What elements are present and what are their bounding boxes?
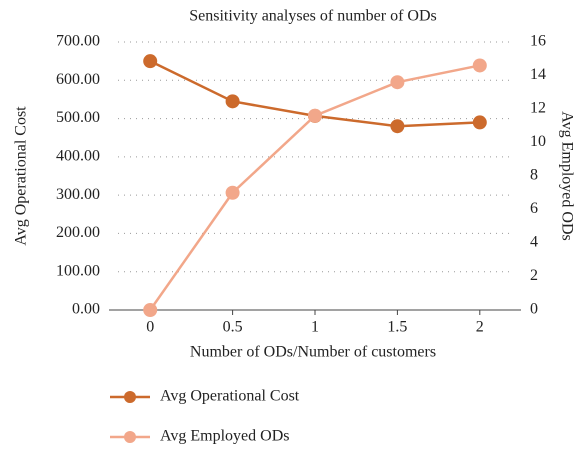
y-tick-label: 500.00 xyxy=(56,109,100,126)
y2-tick-label: 12 xyxy=(530,100,546,117)
data-point xyxy=(143,303,158,317)
x-tick-label: 1.5 xyxy=(387,319,407,336)
y2-tick-label: 6 xyxy=(530,200,538,217)
data-point xyxy=(472,115,487,130)
y-tick-label: 0.00 xyxy=(72,301,100,318)
y-tick-label: 300.00 xyxy=(56,186,100,203)
chart-title: Sensitivity analyses of number of ODs xyxy=(189,8,437,25)
data-point xyxy=(472,58,487,73)
data-point xyxy=(143,54,158,69)
y2-tick-label: 16 xyxy=(530,33,546,50)
y-tick-label: 700.00 xyxy=(56,33,100,50)
data-point xyxy=(390,119,405,134)
y2-tick-label: 0 xyxy=(530,301,538,318)
y2-tick-label: 2 xyxy=(530,267,538,284)
series-line xyxy=(149,64,481,311)
x-tick-label: 2 xyxy=(476,319,484,336)
x-tick-label: 0.5 xyxy=(223,319,243,336)
y2-tick-label: 8 xyxy=(530,167,538,184)
y-axis-title: Avg Operational Cost xyxy=(13,106,30,246)
legend-label: Avg Operational Cost xyxy=(160,388,300,405)
x-axis-title: Number of ODs/Number of customers xyxy=(190,344,436,361)
y2-tick-label: 14 xyxy=(530,66,546,83)
y-tick-label: 400.00 xyxy=(56,148,100,165)
y-tick-label: 200.00 xyxy=(56,224,100,241)
y-tick-label: 600.00 xyxy=(56,71,100,88)
y2-axis-title: Avg Employed ODs xyxy=(558,111,575,240)
data-point xyxy=(225,94,240,109)
legend-marker xyxy=(124,391,136,403)
legend-marker xyxy=(124,431,136,443)
x-tick-label: 1 xyxy=(311,319,319,336)
y2-tick-label: 10 xyxy=(530,133,546,150)
legend-label: Avg Employed ODs xyxy=(160,428,289,445)
x-tick-label: 0 xyxy=(146,319,154,336)
data-point xyxy=(390,75,405,90)
data-point xyxy=(308,108,322,123)
y2-tick-label: 4 xyxy=(530,234,538,251)
data-point xyxy=(225,185,240,200)
y-tick-label: 100.00 xyxy=(56,262,100,279)
